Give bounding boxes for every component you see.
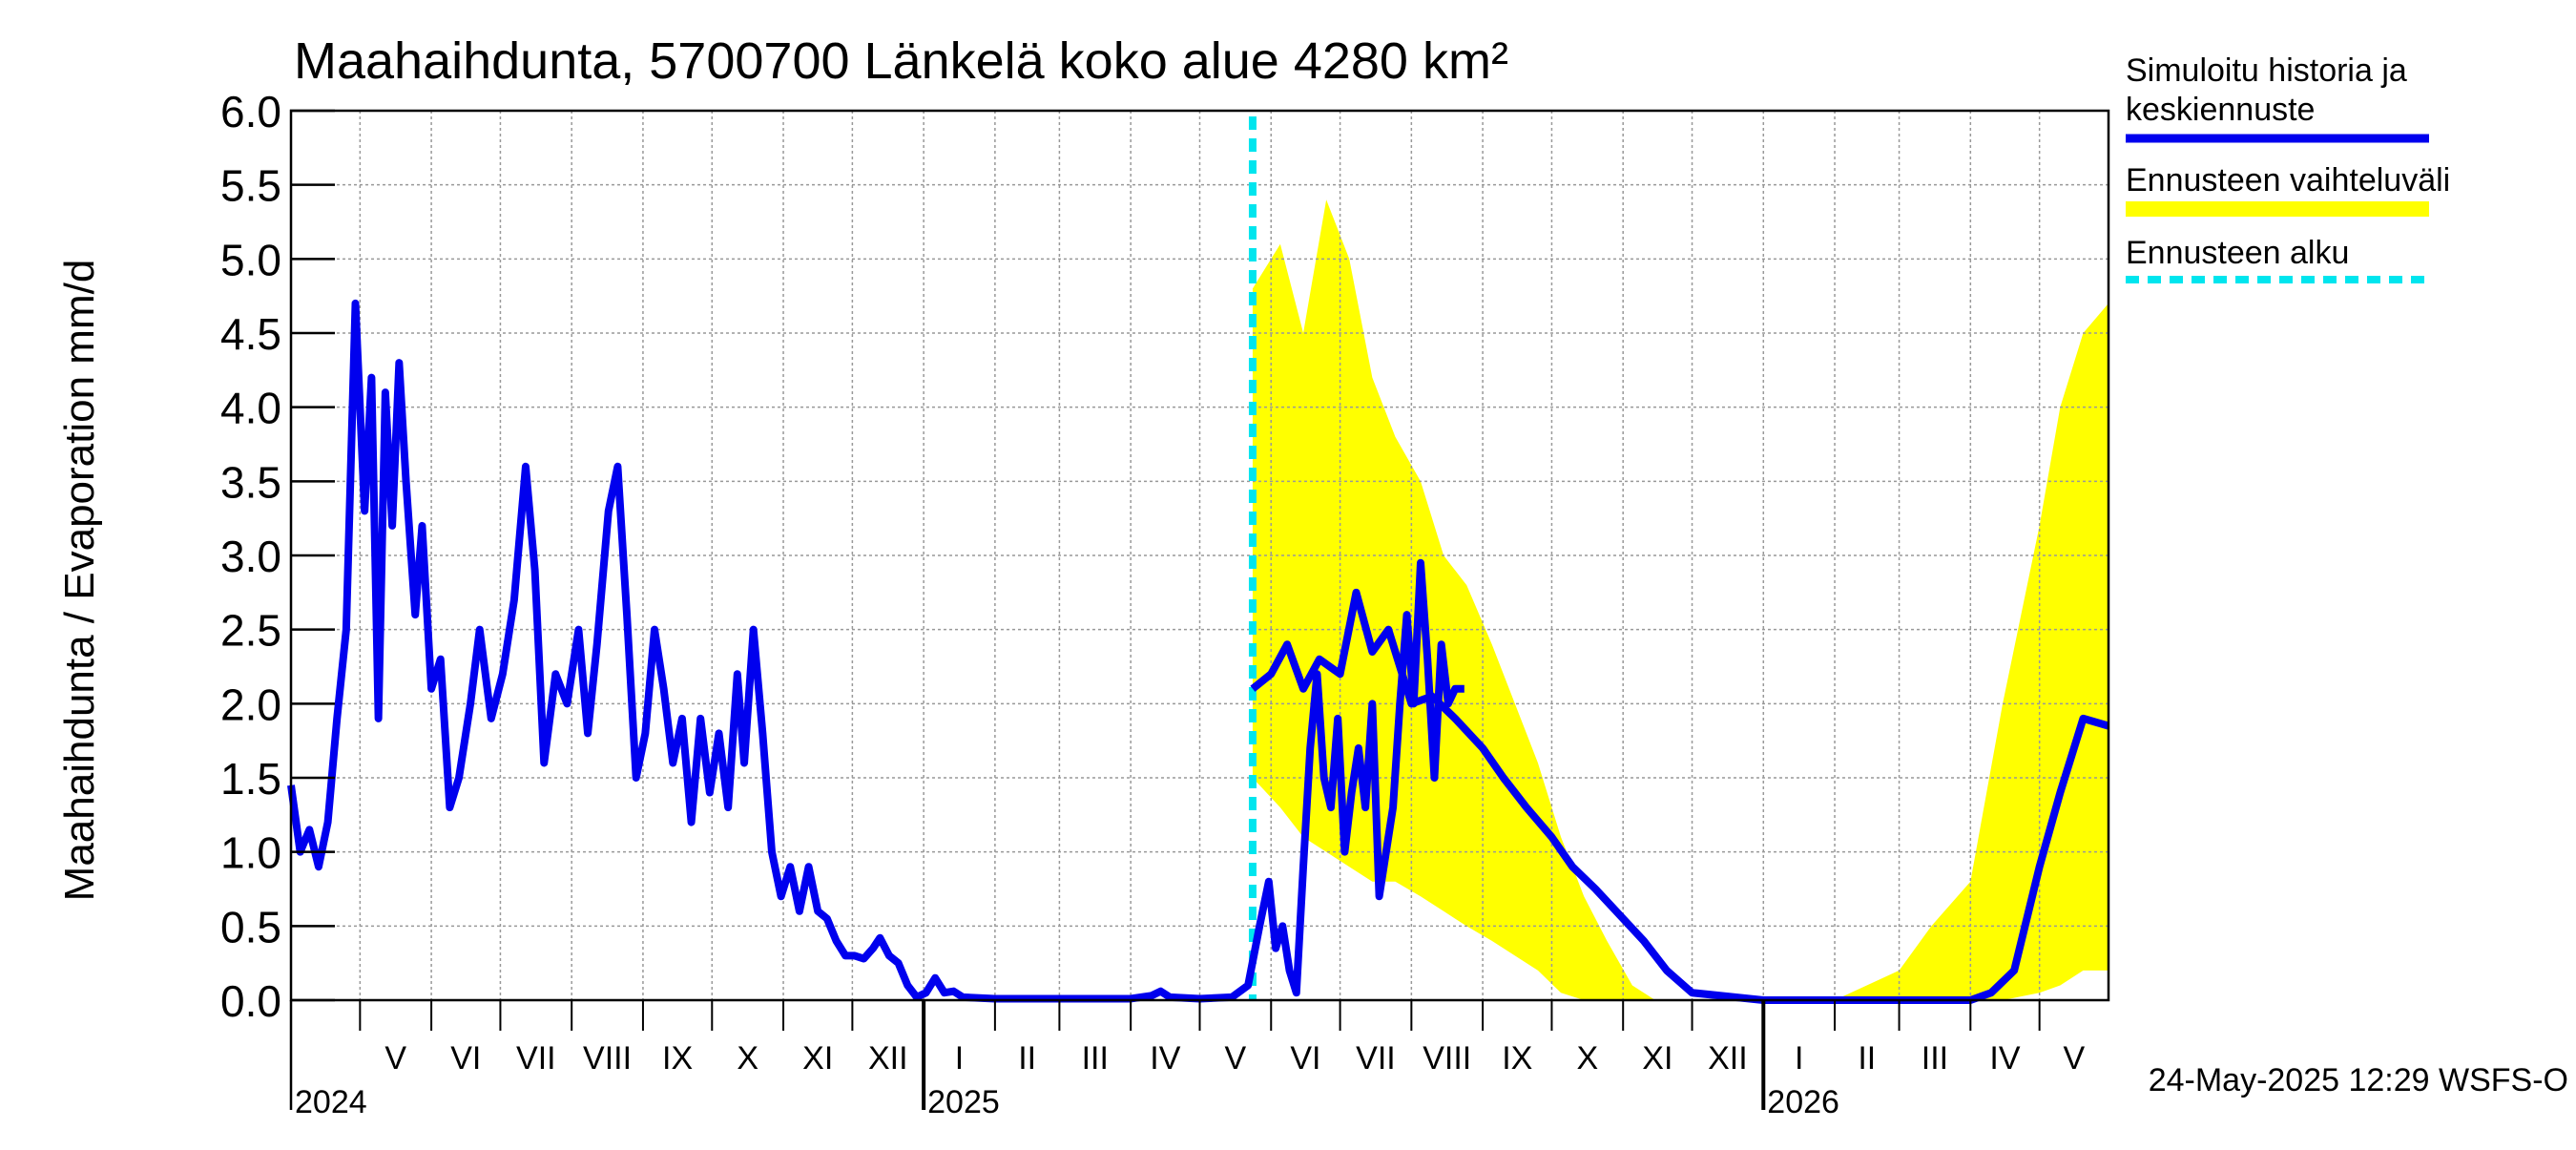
x-tick-label: IV bbox=[1150, 1040, 1180, 1077]
x-tick-label: IV bbox=[1989, 1040, 2020, 1077]
forecast-median-line bbox=[1250, 588, 2110, 1004]
plot-frame bbox=[289, 109, 2110, 1002]
x-tick-label: III bbox=[1082, 1040, 1109, 1077]
y-tick-label: 4.5 bbox=[220, 309, 281, 359]
y-tick-label: 4.0 bbox=[220, 384, 281, 433]
x-tick-label: X bbox=[737, 1040, 758, 1077]
history-series-line bbox=[287, 299, 1465, 1003]
x-tick-label: IX bbox=[662, 1040, 693, 1077]
y-tick-label: 2.0 bbox=[220, 680, 281, 729]
x-tick-label: XI bbox=[1642, 1040, 1672, 1077]
x-tick-label: VI bbox=[450, 1040, 481, 1077]
legend-history-label-line1: Simuloitu historia ja bbox=[2126, 52, 2407, 89]
legend-range-label: Ennusteen vaihteluväli bbox=[2126, 162, 2450, 199]
chart-title: Maahaihdunta, 5700700 Länkelä koko alue … bbox=[294, 32, 1508, 90]
y-tick-label: 1.0 bbox=[220, 828, 281, 878]
grid-layer bbox=[291, 111, 2109, 1000]
y-axis-label: Maahaihdunta / Evaporation mm/d bbox=[56, 260, 103, 902]
x-tick-label: V bbox=[1225, 1040, 1247, 1077]
timestamp: 24-May-2025 12:29 WSFS-O bbox=[2149, 1062, 2568, 1098]
x-tick-label: I bbox=[955, 1040, 964, 1077]
x-tick-label: V bbox=[384, 1040, 406, 1077]
legend-forecast-start-label: Ennusteen alku bbox=[2126, 235, 2349, 271]
x-tick-label: VII bbox=[516, 1040, 556, 1077]
x-tick-label: XII bbox=[868, 1040, 908, 1077]
legend: Simuloitu historia ja keskiennuste Ennus… bbox=[2126, 52, 2450, 283]
forecast-range-band bbox=[1252, 199, 2109, 1000]
x-tick-label: I bbox=[1795, 1040, 1803, 1077]
x-tick-label: XII bbox=[1708, 1040, 1748, 1077]
y-tick-label: 1.5 bbox=[220, 754, 281, 804]
year-label: 2024 bbox=[295, 1084, 367, 1120]
forecast-range-layer bbox=[1252, 199, 2109, 1000]
y-tick-label: 0.0 bbox=[220, 976, 281, 1026]
y-tick-label: 3.5 bbox=[220, 457, 281, 507]
x-tick-label: VIII bbox=[583, 1040, 632, 1077]
y-tick-label: 2.5 bbox=[220, 606, 281, 656]
y-tick-label: 3.0 bbox=[220, 532, 281, 581]
x-tick-label: V bbox=[2063, 1040, 2085, 1077]
year-label: 2026 bbox=[1767, 1084, 1839, 1120]
x-tick-label: VIII bbox=[1423, 1040, 1471, 1077]
x-tick-label: II bbox=[1018, 1040, 1036, 1077]
y-tick-label: 6.0 bbox=[220, 87, 281, 136]
x-tick-label: III bbox=[1922, 1040, 1948, 1077]
y-tick-label: 0.5 bbox=[220, 902, 281, 951]
x-tick-label: IX bbox=[1502, 1040, 1532, 1077]
axes-layer: V VI VII VIII IX X XI XII I II III IV V VI VII VIII IX X X… bbox=[220, 87, 2110, 1120]
year-label: 2025 bbox=[927, 1084, 1000, 1120]
x-tick-label: XI bbox=[802, 1040, 833, 1077]
series-layer bbox=[287, 299, 2110, 1004]
y-tick-label: 5.5 bbox=[220, 161, 281, 211]
x-tick-label: VII bbox=[1356, 1040, 1396, 1077]
x-tick-label: II bbox=[1858, 1040, 1876, 1077]
legend-history-label-line2: keskiennuste bbox=[2126, 92, 2315, 128]
y-tick-label: 5.0 bbox=[220, 235, 281, 284]
x-tick-label: VI bbox=[1290, 1040, 1320, 1077]
x-tick-label: X bbox=[1576, 1040, 1598, 1077]
